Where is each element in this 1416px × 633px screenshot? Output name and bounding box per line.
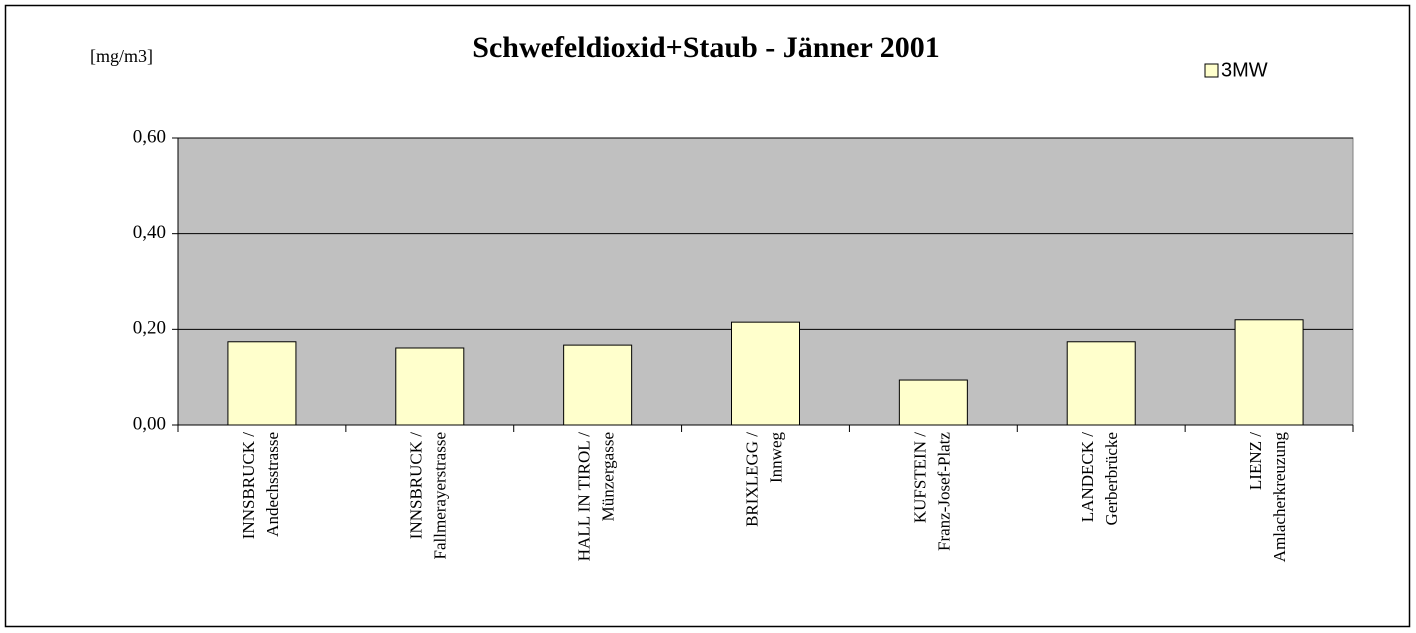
- chart-title: Schwefeldioxid+Staub - Jänner 2001: [472, 31, 939, 64]
- bar: [898, 379, 968, 426]
- bar: [563, 344, 633, 426]
- x-tick-label: Münzergasse: [599, 432, 618, 521]
- x-tick-label: Fallmerayerstrasse: [431, 432, 450, 559]
- x-tick-label: Andechsstrasse: [263, 432, 282, 537]
- bar: [1234, 319, 1304, 426]
- y-tick-label: 0,40: [133, 222, 166, 243]
- x-tick-label: INNSBRUCK /: [407, 432, 426, 539]
- x-tick-label: LIENZ /: [1246, 432, 1265, 490]
- y-tick-label: 0,20: [133, 318, 166, 339]
- x-tick-label: Gerberbrücke: [1102, 432, 1121, 525]
- x-tick-label: HALL IN TIROL /: [575, 432, 594, 561]
- x-tick-label: Franz-Josef-Platz: [934, 432, 953, 551]
- x-tick-label: LANDECK /: [1078, 432, 1097, 522]
- legend-label: 3MW: [1221, 59, 1268, 81]
- legend-swatch: [1204, 63, 1219, 78]
- bar: [227, 341, 297, 426]
- x-tick-label: KUFSTEIN /: [910, 432, 929, 523]
- y-axis-label: [mg/m3]: [90, 46, 153, 66]
- bar: [1066, 341, 1136, 426]
- x-tick-label: Amlacherkreuzung: [1270, 432, 1289, 563]
- x-tick-label: Innweg: [766, 432, 785, 483]
- y-tick-label: 0,60: [133, 126, 166, 147]
- bar: [731, 321, 800, 426]
- x-tick-label: BRIXLEGG /: [742, 432, 761, 527]
- x-tick-label: INNSBRUCK /: [239, 432, 258, 539]
- bar: [395, 347, 465, 426]
- y-tick-label: 0,00: [133, 413, 166, 434]
